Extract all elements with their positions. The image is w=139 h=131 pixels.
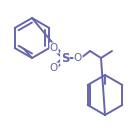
Text: O: O: [74, 53, 82, 63]
Text: S: S: [61, 51, 69, 64]
Text: O: O: [50, 63, 58, 73]
Text: O: O: [50, 43, 58, 53]
